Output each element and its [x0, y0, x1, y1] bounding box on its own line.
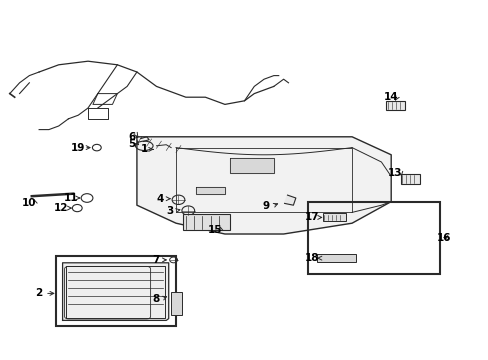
Text: 2: 2 — [36, 288, 42, 298]
Polygon shape — [195, 187, 224, 194]
Bar — [307, 202, 439, 274]
Bar — [386, 101, 404, 110]
Text: 3: 3 — [166, 206, 173, 216]
Bar — [56, 256, 176, 326]
Polygon shape — [62, 263, 168, 320]
Text: 9: 9 — [263, 201, 269, 211]
Text: 10: 10 — [22, 198, 37, 208]
Bar — [322, 213, 346, 221]
Bar — [171, 292, 182, 315]
Text: 11: 11 — [63, 193, 78, 203]
Text: 6: 6 — [128, 132, 135, 142]
Bar — [400, 174, 419, 184]
Text: 15: 15 — [207, 225, 222, 235]
Text: 12: 12 — [54, 203, 68, 213]
Polygon shape — [137, 137, 390, 234]
Text: 14: 14 — [383, 92, 398, 102]
Text: 7: 7 — [151, 255, 159, 265]
Text: 19: 19 — [71, 143, 85, 153]
Bar — [183, 214, 229, 230]
Text: 17: 17 — [304, 212, 319, 222]
Bar — [316, 254, 355, 262]
Text: 5: 5 — [128, 139, 135, 149]
Text: 1: 1 — [141, 144, 147, 154]
Polygon shape — [229, 158, 273, 173]
Text: 4: 4 — [156, 194, 164, 204]
Text: 8: 8 — [152, 294, 159, 304]
Polygon shape — [284, 195, 295, 205]
Text: 13: 13 — [387, 168, 402, 178]
Text: 18: 18 — [304, 253, 319, 263]
Text: 16: 16 — [436, 233, 450, 243]
